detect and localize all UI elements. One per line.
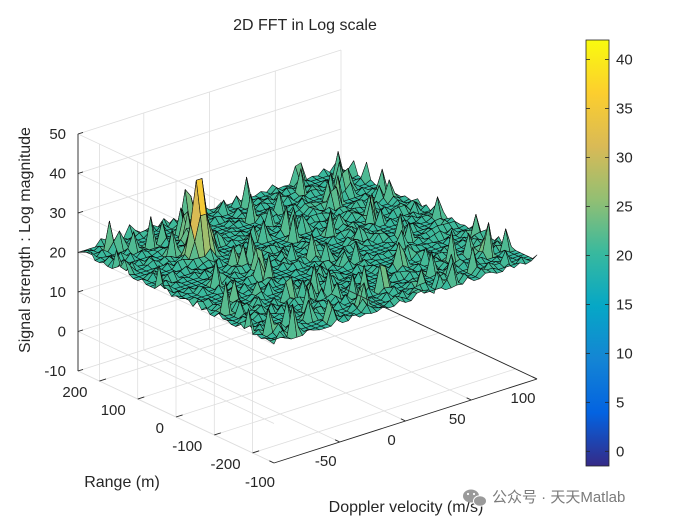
x-grid-line xyxy=(209,92,406,422)
surface-plot xyxy=(77,151,538,345)
y-tick-label: -200 xyxy=(211,456,241,473)
y-tick-label: 200 xyxy=(62,384,87,401)
y-tick-mark xyxy=(252,450,260,454)
y-tick-mark xyxy=(137,396,145,400)
x-tick-label: -50 xyxy=(315,453,337,470)
x-tick-mark xyxy=(269,460,275,464)
colorbar-tick-label: 40 xyxy=(616,52,633,69)
z-tick-label: 40 xyxy=(49,166,66,183)
colorbar-tick-label: 20 xyxy=(616,247,633,264)
z-tick-labels: -10 0 10 20 30 40 50 xyxy=(44,126,84,380)
colorbar-ticks: 0 5 10 15 20 25 30 35 40 xyxy=(586,52,633,460)
y-tick-mark xyxy=(175,414,183,418)
x-grid-line xyxy=(143,113,340,443)
colorbar-tick-label: 5 xyxy=(616,394,624,411)
x-tick-mark xyxy=(532,376,538,380)
y-tick-label: 100 xyxy=(101,402,126,419)
colorbar-tick-label: 15 xyxy=(616,296,633,313)
colorbar-tick-label: 10 xyxy=(616,345,633,362)
z-tick-mark xyxy=(77,171,84,174)
z-tick-label: -10 xyxy=(44,363,66,380)
x-tick-label: 50 xyxy=(449,411,466,428)
z-tick-label: 30 xyxy=(49,205,66,222)
chart-title: 2D FFT in Log scale xyxy=(233,17,377,34)
colorbar-tick-label: 25 xyxy=(616,198,633,215)
colorbar-tick-label: 35 xyxy=(616,101,633,118)
y-tick-labels: -200 -100 0 100 200 xyxy=(62,378,260,473)
z-tick-mark xyxy=(77,131,84,135)
surface-patch xyxy=(526,254,538,262)
watermark: 公众号 · 天天Matlab xyxy=(463,489,625,507)
watermark-text: 公众号 · 天天Matlab xyxy=(492,489,625,506)
colorbar-tick-label: 30 xyxy=(616,150,633,167)
z-tick-label: 0 xyxy=(58,324,66,341)
colorbar xyxy=(585,39,610,467)
x-tick-mark xyxy=(334,439,340,443)
z-tick-mark xyxy=(77,368,84,372)
x-tick-label: -100 xyxy=(245,474,275,491)
x-tick-label: 100 xyxy=(510,390,535,407)
y-axis-line xyxy=(340,286,538,380)
z-tick-mark xyxy=(77,210,84,214)
x-tick-mark xyxy=(400,418,406,422)
x-tick-labels: -100 -50 0 50 100 xyxy=(245,376,538,491)
y-tick-label: -100 xyxy=(172,438,202,455)
wechat-icon xyxy=(463,489,487,507)
x-tick-mark xyxy=(466,397,472,401)
z-tick-mark xyxy=(77,289,84,293)
x-tick-label: 0 xyxy=(387,432,395,449)
z-tick-mark xyxy=(77,329,84,332)
z-axis-label: Signal strength : Log magnitude xyxy=(17,127,34,353)
z-tick-mark xyxy=(77,250,84,253)
z-tick-label: 10 xyxy=(49,284,66,301)
z-tick-label: 20 xyxy=(49,245,66,262)
x-axis-label: Doppler velocity (m/s) xyxy=(329,499,484,516)
y-tick-mark xyxy=(214,432,221,436)
y-axis-label: Range (m) xyxy=(84,474,160,491)
y-tick-mark xyxy=(99,378,107,382)
y-tick-label: 0 xyxy=(156,420,164,437)
z-tick-label: 50 xyxy=(49,126,66,143)
colorbar-tick-label: 0 xyxy=(616,443,624,460)
